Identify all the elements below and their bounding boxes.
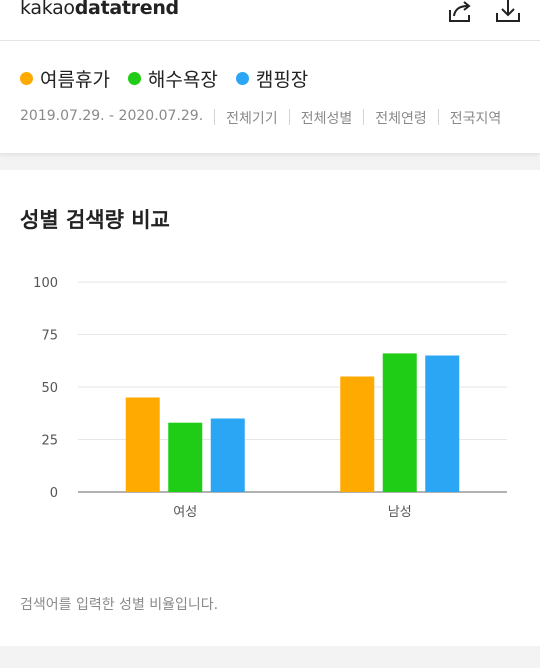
- keyword-label: 여름휴가: [40, 69, 110, 91]
- divider: [363, 109, 365, 125]
- bar: [168, 422, 203, 492]
- y-tick-label: 0: [50, 486, 58, 501]
- keyword-label: 캠핑장: [255, 69, 309, 91]
- gender-comparison-card: 성별 검색량 비교 0 25 50 75 100 여성 남성 검색어를 입력한 성별 비율입…: [0, 170, 540, 646]
- y-tick-label: 25: [41, 434, 58, 449]
- bar: [425, 355, 460, 492]
- age-filter[interactable]: 전체연령: [375, 111, 427, 127]
- bar-chart: 0 25 50 75 100 여성 남성: [33, 276, 507, 520]
- card-title: 성별 검색량 비교: [20, 208, 170, 232]
- divider: [437, 109, 439, 125]
- keyword-dot: [127, 72, 141, 85]
- y-tick-label: 75: [41, 329, 58, 344]
- divider: [288, 109, 290, 125]
- keyword-label: 해수욕장: [147, 69, 218, 91]
- filter-meta: 2019.07.29. - 2020.07.29. 전체기기 전체성별 전체연령…: [20, 108, 501, 128]
- x-tick-label: 여성: [173, 505, 197, 520]
- keyword-dot: [20, 72, 33, 85]
- divider: [214, 109, 216, 125]
- region-filter[interactable]: 전국지역: [449, 111, 502, 127]
- keyword-item[interactable]: 캠핑장: [235, 65, 309, 92]
- download-icon[interactable]: [494, 0, 522, 24]
- bar: [340, 376, 375, 492]
- gender-filter[interactable]: 전체성별: [300, 111, 353, 127]
- filter-panel: 여름휴가 해수욕장 캠핑장 2019.07.29. - 2020.07.29. …: [0, 41, 540, 153]
- app-header: kakaodatatrend: [0, 0, 540, 41]
- bar: [382, 353, 417, 492]
- keyword-legend: 여름휴가 해수욕장 캠핑장: [20, 65, 326, 92]
- date-range[interactable]: 2019.07.29. - 2020.07.29.: [20, 108, 204, 124]
- bar: [125, 397, 160, 492]
- card-caption: 검색어를 입력한 성별 비율입니다.: [20, 597, 219, 613]
- bar: [210, 418, 245, 492]
- keyword-item[interactable]: 해수욕장: [127, 65, 218, 92]
- y-tick-label: 100: [33, 276, 58, 291]
- x-tick-label: 남성: [388, 505, 412, 520]
- device-filter[interactable]: 전체기기: [226, 111, 278, 127]
- keyword-dot: [235, 72, 249, 85]
- y-tick-label: 50: [41, 381, 58, 396]
- kakao-datatrend-logo[interactable]: kakaodatatrend: [20, 0, 179, 19]
- share-icon[interactable]: [446, 0, 474, 24]
- keyword-item[interactable]: 여름휴가: [20, 65, 110, 92]
